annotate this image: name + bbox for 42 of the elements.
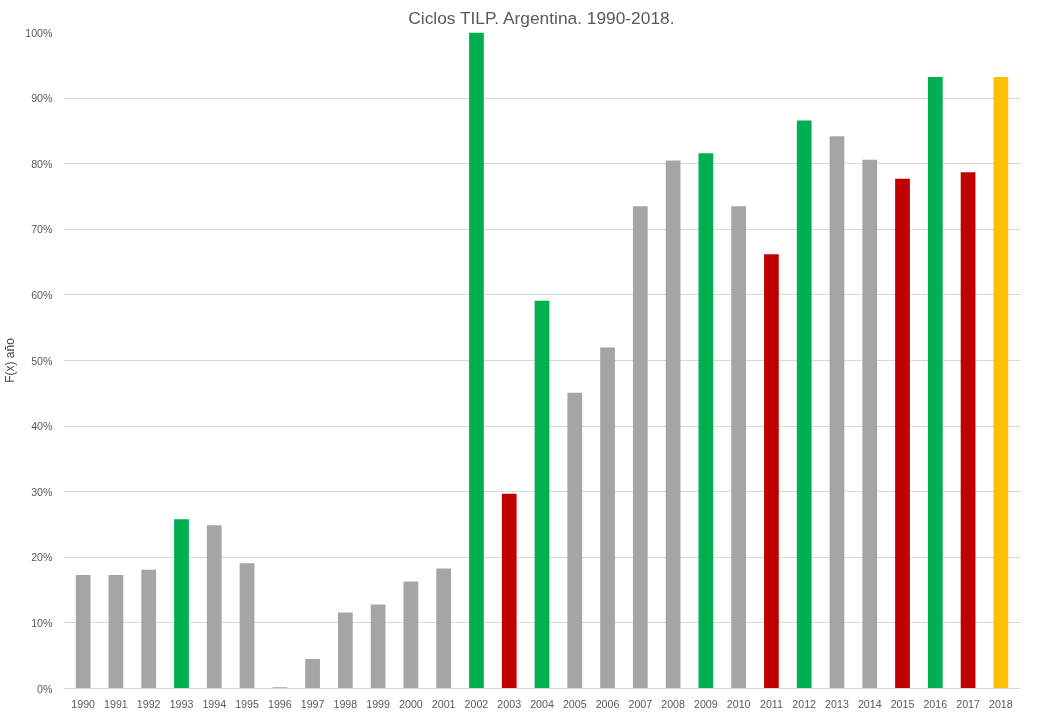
x-tick-label: 2000 (399, 697, 423, 710)
x-tick-label: 2013 (825, 697, 849, 710)
x-tick-label: 2006 (595, 697, 620, 710)
x-tick-label: 2016 (923, 697, 948, 710)
y-tick-label: 0% (37, 682, 54, 695)
x-tick-label: 2014 (857, 697, 882, 710)
y-tick-label: 80% (31, 157, 54, 170)
chart-title: Ciclos TILP. Argentina. 1990-2018. (408, 7, 675, 28)
x-tick-label: 2015 (890, 697, 915, 710)
x-tick-label: 2010 (726, 697, 751, 710)
x-tick-label: 1993 (169, 697, 194, 710)
x-tick-label: 2005 (562, 697, 587, 710)
x-tick-label: 1999 (366, 697, 391, 710)
x-tick-label: 2002 (464, 697, 489, 710)
x-tick-label: 2012 (792, 697, 817, 710)
y-tick-label: 70% (31, 223, 54, 236)
x-tick-label: 1995 (235, 697, 259, 710)
x-tick-label: 1996 (267, 697, 292, 710)
y-tick-label: 90% (31, 92, 54, 105)
x-tick-label: 1991 (104, 697, 128, 710)
y-tick-label: 60% (31, 288, 54, 301)
y-tick-label: 40% (31, 420, 54, 433)
x-tick-label: 2009 (694, 697, 718, 710)
x-tick-label: 2007 (628, 697, 653, 710)
y-axis-title: F(x) año (3, 337, 18, 383)
x-tick-label: 1998 (333, 697, 358, 710)
x-tick-label: 1994 (202, 697, 227, 710)
x-tick-label: 2008 (661, 697, 686, 710)
y-tick-label: 50% (31, 354, 54, 367)
y-tick-label: 100% (25, 26, 54, 39)
y-tick-label: 20% (31, 551, 54, 564)
x-tick-label: 1992 (136, 697, 161, 710)
x-tick-label: 1990 (71, 697, 96, 710)
x-tick-label: 2003 (497, 697, 522, 710)
x-tick-label: 2011 (759, 697, 783, 710)
x-tick-label: 2001 (431, 697, 456, 710)
y-tick-label: 10% (31, 616, 54, 629)
x-tick-label: 2018 (988, 697, 1013, 710)
x-tick-label: 1997 (300, 697, 325, 710)
x-tick-label: 2004 (530, 697, 554, 710)
y-tick-label: 30% (31, 485, 54, 498)
x-tick-label: 2017 (956, 697, 980, 710)
